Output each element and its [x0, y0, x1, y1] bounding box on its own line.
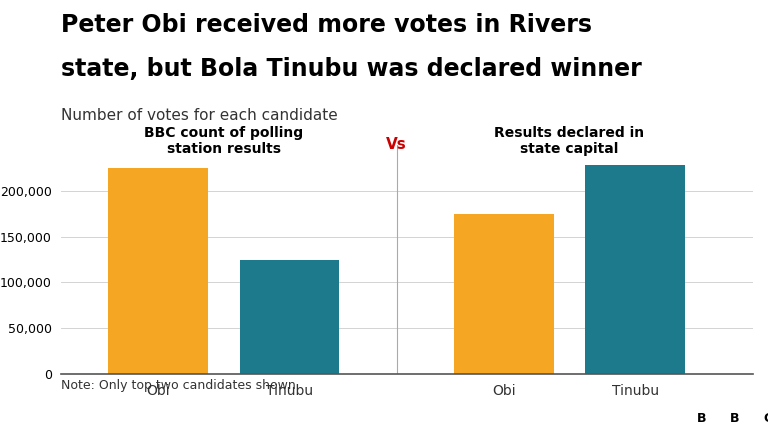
- Text: Vs: Vs: [386, 136, 407, 152]
- Text: Source: Independent National Electoral Commission (Inec): Source: Independent National Electoral C…: [8, 411, 374, 425]
- Bar: [585, 165, 685, 374]
- Text: C: C: [763, 411, 768, 425]
- FancyBboxPatch shape: [720, 405, 750, 431]
- Text: Peter Obi received more votes in Rivers: Peter Obi received more votes in Rivers: [61, 13, 592, 37]
- Text: Results declared in
state capital: Results declared in state capital: [495, 126, 644, 156]
- Text: Note: Only top two candidates shown: Note: Only top two candidates shown: [61, 379, 296, 392]
- Text: B: B: [697, 411, 707, 425]
- Bar: [454, 214, 554, 374]
- Bar: [240, 260, 339, 374]
- Text: state, but Bola Tinubu was declared winner: state, but Bola Tinubu was declared winn…: [61, 57, 642, 81]
- FancyBboxPatch shape: [687, 405, 717, 431]
- FancyBboxPatch shape: [753, 405, 768, 431]
- Text: B: B: [730, 411, 740, 425]
- Bar: [108, 168, 208, 374]
- Text: BBC count of polling
station results: BBC count of polling station results: [144, 126, 303, 156]
- Text: Number of votes for each candidate: Number of votes for each candidate: [61, 108, 338, 123]
